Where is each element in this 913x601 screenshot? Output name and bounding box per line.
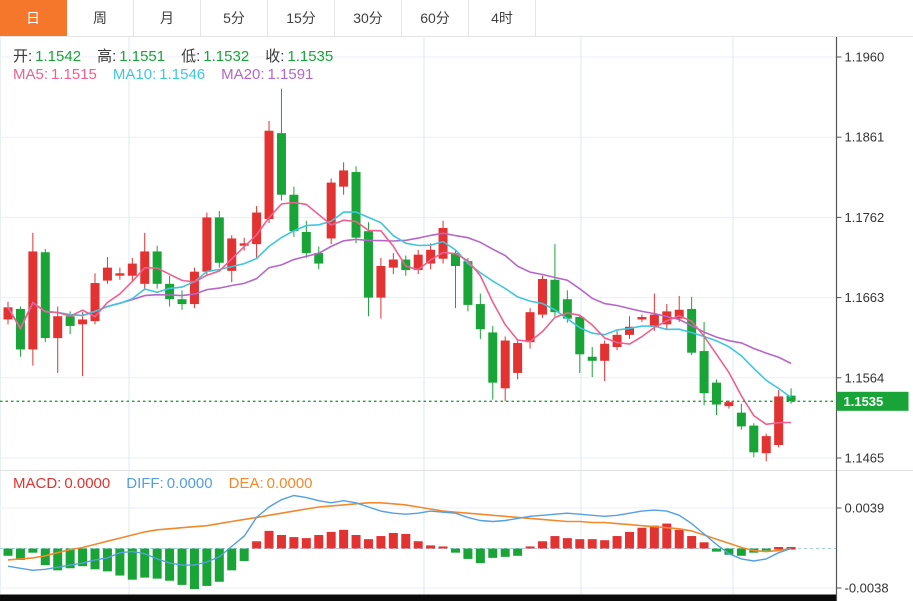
period-tabbar: 日周月 5分 15分 30分 60分 4时 bbox=[0, 0, 913, 37]
diff-label: DIFF: bbox=[126, 475, 164, 492]
ma20-line bbox=[7, 232, 792, 365]
ma20-value: 1.1591 bbox=[267, 66, 314, 83]
tab-week[interactable]: 周 bbox=[67, 0, 134, 36]
ma10-line bbox=[7, 211, 792, 399]
tab-4hour[interactable]: 4时 bbox=[469, 0, 536, 36]
svg-text:1.1465: 1.1465 bbox=[845, 451, 885, 466]
dea-line bbox=[7, 501, 792, 561]
close-value: 1.1535 bbox=[287, 48, 334, 65]
svg-text:1.1861: 1.1861 bbox=[845, 130, 885, 145]
macd-label: MACD: bbox=[13, 475, 62, 492]
close-label: 收: bbox=[265, 48, 285, 65]
high-value: 1.1551 bbox=[119, 48, 166, 65]
axis-labels: 1.1960 1.1861 1.1762 1.1663 1.1564 1.1465 0.00… bbox=[836, 50, 889, 596]
ma10-label: MA10: bbox=[112, 66, 157, 83]
tab-day[interactable]: 日 bbox=[0, 0, 67, 36]
tab-5min[interactable]: 5分 bbox=[201, 0, 268, 36]
svg-text:0.0039: 0.0039 bbox=[845, 501, 885, 516]
open-value: 1.1542 bbox=[35, 48, 82, 65]
ma5-label: MA5: bbox=[13, 66, 49, 83]
time-axis-bar bbox=[0, 594, 837, 601]
high-label: 高: bbox=[97, 48, 117, 65]
svg-text:1.1535: 1.1535 bbox=[844, 394, 884, 409]
macd-legend: MACD: 0.0000 DIFF: 0.0000 DEA: 0.0000 bbox=[13, 475, 316, 492]
low-value: 1.1532 bbox=[203, 48, 250, 65]
ohlc-legend: 开: 1.1542 高: 1.1551 低: 1.1532 收: 1.1535 bbox=[13, 45, 336, 66]
macd-histogram-layer bbox=[3, 523, 796, 590]
low-label: 低: bbox=[181, 48, 201, 65]
svg-text:-0.0038: -0.0038 bbox=[845, 581, 889, 596]
diff-line bbox=[7, 494, 792, 572]
current-price-badge: 1.1535 bbox=[836, 391, 909, 411]
svg-text:1.1960: 1.1960 bbox=[845, 50, 885, 65]
svg-text:1.1663: 1.1663 bbox=[845, 290, 885, 305]
svg-text:1.1762: 1.1762 bbox=[845, 210, 885, 225]
ma-legend: MA5: 1.1515 MA10: 1.1546 MA20: 1.1591 bbox=[13, 66, 316, 83]
dea-label: DEA: bbox=[228, 475, 264, 492]
tab-month[interactable]: 月 bbox=[134, 0, 201, 36]
ma5-line bbox=[7, 201, 792, 426]
candles-layer bbox=[3, 88, 796, 462]
macd-value: 0.0000 bbox=[64, 475, 111, 492]
ma10-value: 1.1546 bbox=[159, 66, 206, 83]
ma20-label: MA20: bbox=[221, 66, 265, 83]
tab-60min[interactable]: 60分 bbox=[402, 0, 469, 36]
open-label: 开: bbox=[13, 48, 33, 65]
dea-value: 0.0000 bbox=[266, 475, 313, 492]
diff-value: 0.0000 bbox=[166, 475, 213, 492]
ma5-value: 1.1515 bbox=[51, 66, 97, 83]
tab-15min[interactable]: 15分 bbox=[268, 0, 335, 36]
tab-30min[interactable]: 30分 bbox=[335, 0, 402, 36]
svg-text:1.1564: 1.1564 bbox=[845, 370, 885, 385]
